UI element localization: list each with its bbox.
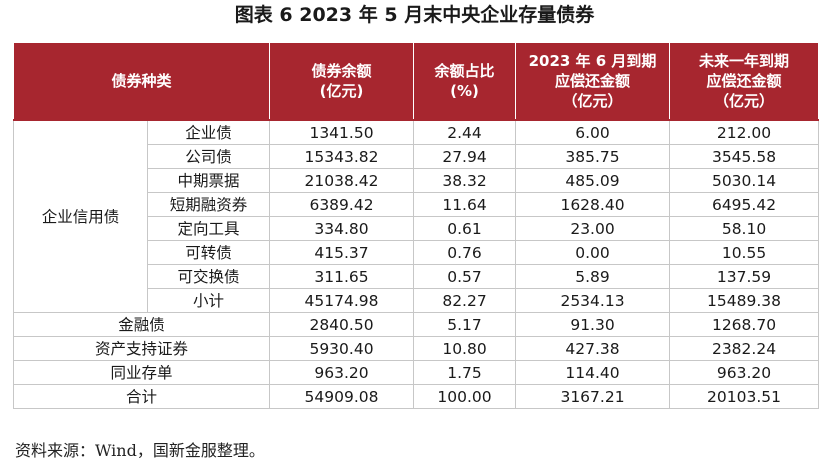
cell-due-year: 15489.38 bbox=[669, 288, 820, 313]
row-name: 短期融资券 bbox=[146, 192, 271, 217]
cell-share: 11.64 bbox=[413, 192, 517, 217]
cell-balance: 334.80 bbox=[269, 216, 415, 241]
cell-due-year: 137.59 bbox=[669, 264, 820, 289]
cell-share: 10.80 bbox=[413, 336, 517, 361]
row-name: 资产支持证券 bbox=[12, 336, 271, 361]
table-row: 金融债 2840.50 5.17 91.30 1268.70 bbox=[12, 312, 820, 337]
row-name: 同业存单 bbox=[12, 360, 271, 385]
cell-due-year: 10.55 bbox=[669, 240, 820, 265]
cell-share: 82.27 bbox=[413, 288, 517, 313]
table-row: 可转债 415.37 0.76 0.00 10.55 bbox=[14, 240, 820, 265]
header-balance: 债券余额 (亿元) bbox=[269, 42, 415, 121]
cell-share: 0.61 bbox=[413, 216, 517, 241]
group-label-cell: 企业信用债 bbox=[13, 119, 148, 313]
header-balance-line2: (亿元) bbox=[319, 82, 364, 100]
header-share-line1: 余额占比 bbox=[434, 62, 495, 80]
cell-due-june: 3167.21 bbox=[515, 384, 671, 409]
table-row: 同业存单 963.20 1.75 114.40 963.20 bbox=[12, 360, 820, 385]
header-share-line2: (%) bbox=[450, 82, 479, 100]
cell-share: 0.57 bbox=[413, 264, 517, 289]
bond-table: 债券种类 债券余额 (亿元) 余额占比 (%) 2023 年 6 月到期 应偿还… bbox=[12, 42, 820, 409]
cell-share: 2.44 bbox=[413, 119, 517, 145]
header-due-year-line1: 未来一年到期 bbox=[699, 52, 790, 70]
header-due-june-line2: 应偿还金额 bbox=[555, 72, 631, 90]
cell-share: 38.32 bbox=[413, 168, 517, 193]
table-row: 短期融资券 6389.42 11.64 1628.40 6495.42 bbox=[14, 192, 820, 217]
table-title: 图表 6 2023 年 5 月末中央企业存量债券 bbox=[234, 4, 595, 26]
cell-due-year: 2382.24 bbox=[669, 336, 820, 361]
cell-balance: 5930.40 bbox=[269, 336, 415, 361]
cell-due-june: 485.09 bbox=[515, 168, 671, 193]
cell-balance: 311.65 bbox=[269, 264, 415, 289]
cell-due-year: 212.00 bbox=[669, 119, 820, 145]
cell-due-year: 6495.42 bbox=[669, 192, 820, 217]
cell-balance: 963.20 bbox=[269, 360, 415, 385]
table-row-total: 合计 54909.08 100.00 3167.21 20103.51 bbox=[12, 384, 820, 409]
header-due-june: 2023 年 6 月到期 应偿还金额 （亿元） bbox=[515, 42, 671, 121]
cell-balance: 54909.08 bbox=[269, 384, 415, 409]
cell-due-june: 2534.13 bbox=[515, 288, 671, 313]
cell-due-june: 5.89 bbox=[515, 264, 671, 289]
cell-due-june: 114.40 bbox=[515, 360, 671, 385]
header-share: 余额占比 (%) bbox=[413, 42, 517, 121]
cell-share: 100.00 bbox=[413, 384, 517, 409]
cell-balance: 45174.98 bbox=[269, 288, 415, 313]
cell-due-year: 3545.58 bbox=[669, 144, 820, 169]
cell-due-june: 427.38 bbox=[515, 336, 671, 361]
cell-due-year: 20103.51 bbox=[669, 384, 820, 409]
cell-due-june: 385.75 bbox=[515, 144, 671, 169]
header-due-year-line3: （亿元） bbox=[714, 92, 775, 110]
row-name: 中期票据 bbox=[146, 168, 271, 193]
cell-balance: 1341.50 bbox=[269, 119, 415, 145]
table-row: 中期票据 21038.42 38.32 485.09 5030.14 bbox=[14, 168, 820, 193]
row-name: 公司债 bbox=[146, 144, 271, 169]
cell-due-june: 6.00 bbox=[515, 119, 671, 145]
table-row: 公司债 15343.82 27.94 385.75 3545.58 bbox=[14, 144, 820, 169]
header-due-year: 未来一年到期 应偿还金额 （亿元） bbox=[669, 42, 820, 121]
cell-balance: 6389.42 bbox=[269, 192, 415, 217]
row-name: 可转债 bbox=[146, 240, 271, 265]
cell-balance: 21038.42 bbox=[269, 168, 415, 193]
cell-share: 1.75 bbox=[413, 360, 517, 385]
row-name: 定向工具 bbox=[146, 216, 271, 241]
row-name: 金融债 bbox=[12, 312, 271, 337]
header-bond-type: 债券种类 bbox=[12, 42, 271, 121]
header-balance-line1: 债券余额 bbox=[311, 62, 372, 80]
cell-balance: 2840.50 bbox=[269, 312, 415, 337]
cell-due-year: 5030.14 bbox=[669, 168, 820, 193]
cell-share: 0.76 bbox=[413, 240, 517, 265]
header-bond-type-label: 债券种类 bbox=[111, 72, 172, 90]
cell-share: 5.17 bbox=[413, 312, 517, 337]
cell-balance: 415.37 bbox=[269, 240, 415, 265]
cell-due-june: 1628.40 bbox=[515, 192, 671, 217]
header-due-june-line1: 2023 年 6 月到期 bbox=[528, 52, 657, 70]
header-due-year-line2: 应偿还金额 bbox=[706, 72, 782, 90]
cell-due-june: 23.00 bbox=[515, 216, 671, 241]
cell-due-year: 963.20 bbox=[669, 360, 820, 385]
header-row: 债券种类 债券余额 (亿元) 余额占比 (%) 2023 年 6 月到期 应偿还… bbox=[12, 42, 820, 121]
table-row: 定向工具 334.80 0.61 23.00 58.10 bbox=[14, 216, 820, 241]
cell-due-june: 0.00 bbox=[515, 240, 671, 265]
row-name: 合计 bbox=[12, 384, 271, 409]
table-row: 可交换债 311.65 0.57 5.89 137.59 bbox=[14, 264, 820, 289]
cell-due-june: 91.30 bbox=[515, 312, 671, 337]
cell-due-year: 1268.70 bbox=[669, 312, 820, 337]
row-name: 小计 bbox=[146, 288, 271, 313]
cell-balance: 15343.82 bbox=[269, 144, 415, 169]
row-name: 企业债 bbox=[146, 119, 271, 145]
header-due-june-line3: （亿元） bbox=[562, 92, 623, 110]
table-row: 资产支持证券 5930.40 10.80 427.38 2382.24 bbox=[12, 336, 820, 361]
cell-share: 27.94 bbox=[413, 144, 517, 169]
cell-due-year: 58.10 bbox=[669, 216, 820, 241]
row-name: 可交换债 bbox=[146, 264, 271, 289]
source-note: 资料来源：Wind，国新金服整理。 bbox=[15, 441, 265, 460]
table-row: 企业信用债 企业债 1341.50 2.44 6.00 212.00 bbox=[13, 119, 820, 313]
group-label: 企业信用债 bbox=[41, 207, 120, 226]
